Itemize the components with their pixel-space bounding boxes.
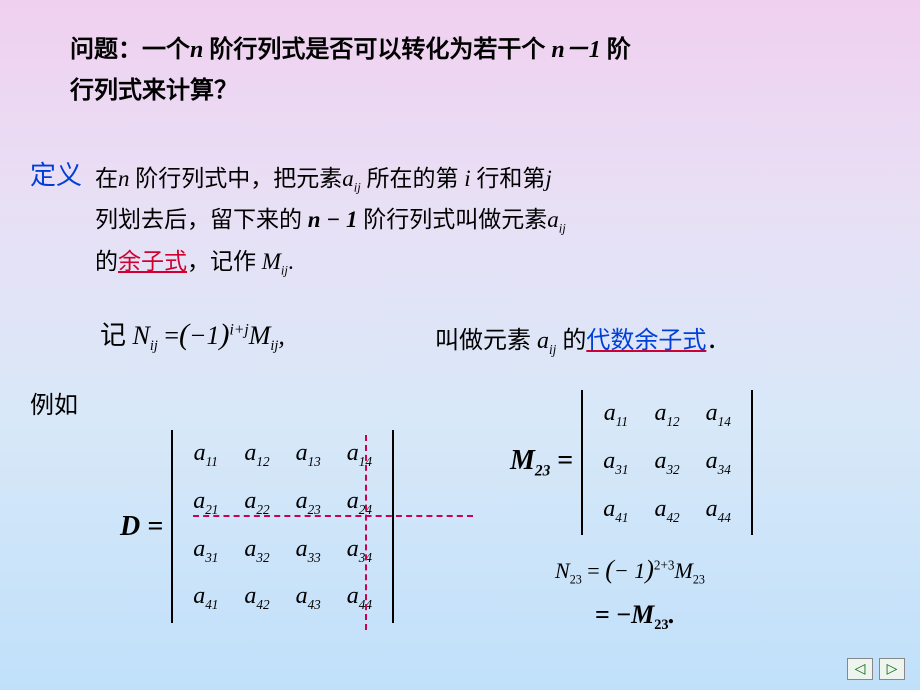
q-t1: 问题：一个 bbox=[70, 37, 190, 63]
formula-nij: 记 Nij =(−1)i+jMij, bbox=[100, 315, 285, 355]
def-t8: ，记作 bbox=[187, 249, 262, 274]
def-t3: 所在的第 bbox=[361, 166, 465, 191]
q-t2: 阶行列式是否可以转化为若干个 bbox=[203, 37, 551, 63]
f-lp: ( bbox=[179, 318, 189, 351]
frhs-c: ． bbox=[706, 328, 730, 354]
M-label: M23 = bbox=[510, 445, 581, 481]
question-block: 问题：一个n 阶行列式是否可以转化为若干个 n－1 阶 行列式来计算？ bbox=[70, 30, 860, 112]
M-bars: a11a12a14 a31a32a34 a41a42a44 bbox=[581, 390, 753, 535]
def-t7: 的 bbox=[95, 249, 118, 274]
frhs-aij: a bbox=[537, 328, 549, 354]
D-eq: D = bbox=[120, 511, 171, 543]
def-t1: 在 bbox=[95, 166, 118, 191]
def-j: j bbox=[545, 166, 551, 191]
def-t6: 阶行列式叫做元素 bbox=[357, 207, 547, 232]
q-n: n bbox=[190, 37, 203, 63]
def-dot: . bbox=[288, 249, 294, 274]
f-comma: , bbox=[278, 321, 285, 350]
cofactor-term: 余子式 bbox=[118, 249, 187, 274]
N23-formula-line1: N23 = (− 1)2+3M23 bbox=[555, 555, 705, 587]
frhs-b: 的 bbox=[556, 328, 586, 354]
def-a2: a bbox=[547, 207, 559, 232]
def-nm1: n − 1 bbox=[308, 207, 358, 232]
formula-rhs: 叫做元素 aij 的代数余子式． bbox=[435, 320, 730, 358]
def-t5: 列划去后，留下来的 bbox=[95, 207, 308, 232]
nav-buttons: ◁ ▷ bbox=[847, 658, 905, 680]
f-rp: ) bbox=[220, 318, 230, 351]
def-a2-sub: ij bbox=[559, 222, 566, 236]
alg-cofactor-term: 代数余子式 bbox=[586, 328, 706, 354]
definition-label: 定义 bbox=[30, 155, 82, 192]
def-t2: 阶行列式中，把元素 bbox=[130, 166, 343, 191]
frhs-a: 叫做元素 bbox=[435, 328, 537, 354]
M-table: a11a12a14 a31a32a34 a41a42a44 bbox=[589, 390, 745, 535]
determinant-D: D = a11a12a13a14 a21a22a23a24 a31a32a33a… bbox=[120, 430, 394, 623]
f-M: M bbox=[249, 321, 271, 350]
q-t3: 阶 bbox=[601, 37, 631, 63]
f-eq: = bbox=[158, 321, 179, 350]
N23-formula-line2: = −M23. bbox=[595, 600, 675, 634]
D-bars: a11a12a13a14 a21a22a23a24 a31a32a33a34 a… bbox=[171, 430, 394, 623]
D-table: a11a12a13a14 a21a22a23a24 a31a32a33a34 a… bbox=[179, 430, 386, 623]
q-line2: 行列式来计算？ bbox=[70, 78, 238, 104]
f-pre: 记 bbox=[100, 321, 133, 350]
def-M: M bbox=[262, 249, 281, 274]
def-t4: 行和第 bbox=[471, 166, 546, 191]
minor-M23: M23 = a11a12a14 a31a32a34 a41a42a44 bbox=[510, 390, 753, 535]
def-a-sub: ij bbox=[354, 181, 361, 195]
f-exp: i+j bbox=[230, 321, 249, 338]
def-M-sub: ij bbox=[281, 263, 288, 277]
definition-body: 在n 阶行列式中，把元素aij 所在的第 i 行和第j 列划去后，留下来的 n … bbox=[95, 158, 860, 282]
q-nm1: n－1 bbox=[551, 37, 600, 63]
strike-col-3 bbox=[365, 435, 367, 630]
f-N: N bbox=[133, 321, 150, 350]
def-n: n bbox=[118, 166, 130, 191]
strike-row-2 bbox=[193, 515, 473, 517]
f-neg1: −1 bbox=[189, 321, 220, 350]
prev-button[interactable]: ◁ bbox=[847, 658, 873, 680]
example-label: 例如 bbox=[30, 385, 78, 420]
f-N-sub: ij bbox=[150, 338, 158, 354]
def-a: a bbox=[342, 166, 354, 191]
next-button[interactable]: ▷ bbox=[879, 658, 905, 680]
